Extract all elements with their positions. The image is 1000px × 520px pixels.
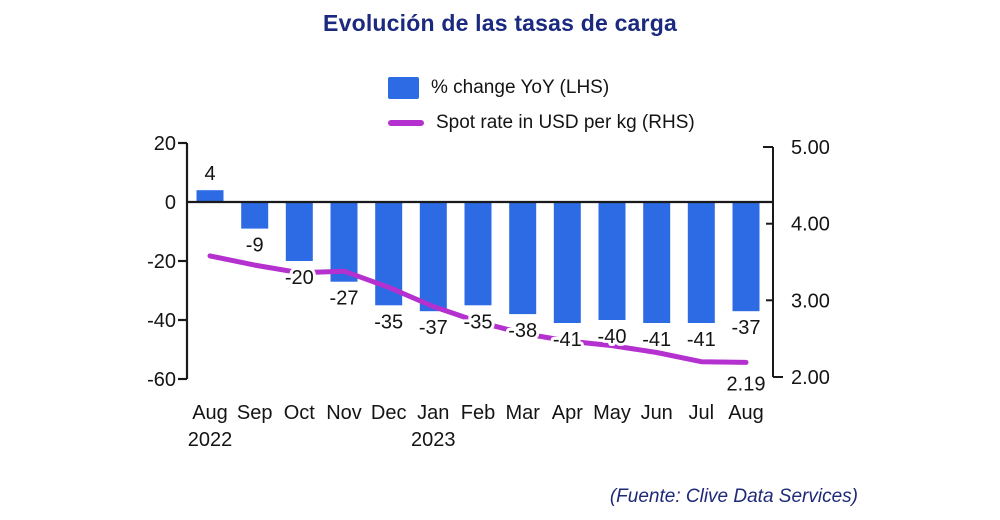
month-label: Dec [371,402,407,424]
axes [178,141,783,381]
bar-value-label: -40 [598,326,627,348]
bar [330,202,358,282]
bar-value-label: -41 [642,329,671,351]
spot-rate-end-label: 2.19 [727,373,766,395]
spot-rate-line [207,253,749,365]
right-axis-tick-label: 3.00 [791,290,830,312]
right-axis-tick-label: 2.00 [791,367,830,389]
source-credit: (Fuente: Clive Data Services) [609,486,858,507]
month-label: Oct [284,402,316,424]
chart-legend: % change YoY (LHS) Spot rate in USD per … [388,77,695,134]
bar-series [196,190,760,323]
bar-value-label: -35 [374,311,403,333]
left-axis-tick-label: -20 [147,251,176,273]
bar-value-label: -38 [508,320,537,342]
x-axis-labels: Aug Sep Oct Nov Dec Jan Feb Mar Apr May Jun Jul Aug 2… [188,402,764,451]
bar-value-label: -27 [330,288,359,310]
month-label: Jun [641,402,673,424]
bar-value-label: -9 [246,235,264,257]
bar-value-labels: 4 -9 -20 -27 -35 -37 -35 -38 -41 -40 -41 -41 -37 [201,160,763,354]
left-axis-tick-label: 20 [154,133,176,155]
bar [643,202,671,323]
bar-value-label: -41 [553,329,582,351]
bar-series-swatch-icon [388,77,419,99]
left-axis-tick-label: -60 [147,369,176,391]
bar [687,202,715,323]
bar [241,202,269,229]
month-label: May [593,402,631,424]
legend-item-line-series: Spot rate in USD per kg (RHS) [388,112,695,134]
month-label: Aug [728,402,764,424]
bar [419,202,447,312]
bar [598,202,626,320]
bar [285,202,313,261]
month-label: Jan [417,402,449,424]
bar-value-label: 4 [204,163,215,185]
year-label: 2023 [411,429,456,451]
legend-item-bar-series: % change YoY (LHS) [388,77,695,99]
bar-value-label: -37 [732,317,761,339]
bar-value-label: -37 [419,317,448,339]
bar-value-label: -35 [464,311,493,333]
left-axis-tick-label: 0 [165,192,176,214]
right-axis-tick-label: 4.00 [791,214,830,236]
bar [732,202,760,312]
line-series-swatch-icon [388,120,424,126]
right-axis-tick-label: 5.00 [791,137,830,159]
left-axis-tick-label: -40 [147,310,176,332]
bar-value-label: -41 [687,329,716,351]
month-label: Sep [237,402,273,424]
bar [196,190,224,202]
month-label: Feb [461,402,495,424]
month-label: Aug [192,402,228,424]
legend-label-bar-series: % change YoY (LHS) [431,77,610,98]
year-label: 2022 [188,429,233,451]
month-label: Nov [326,402,362,424]
bar [509,202,537,315]
month-label: Mar [505,402,540,424]
bar [553,202,581,323]
month-label: Jul [689,402,715,424]
axis-tick-labels: 20 0 -20 -40 -60 5.00 4.00 3.00 2.00 [147,133,830,391]
chart-canvas: 20 0 -20 -40 -60 5.00 4.00 3.00 2.00 4 -9 -20 -27 -35… [147,133,830,451]
legend-label-line-series: Spot rate in USD per kg (RHS) [436,112,695,133]
month-label: Apr [552,402,583,424]
bar [464,202,492,306]
page-title: Evolución de las tasas de carga [323,10,677,36]
bar-value-label: -20 [285,267,314,289]
